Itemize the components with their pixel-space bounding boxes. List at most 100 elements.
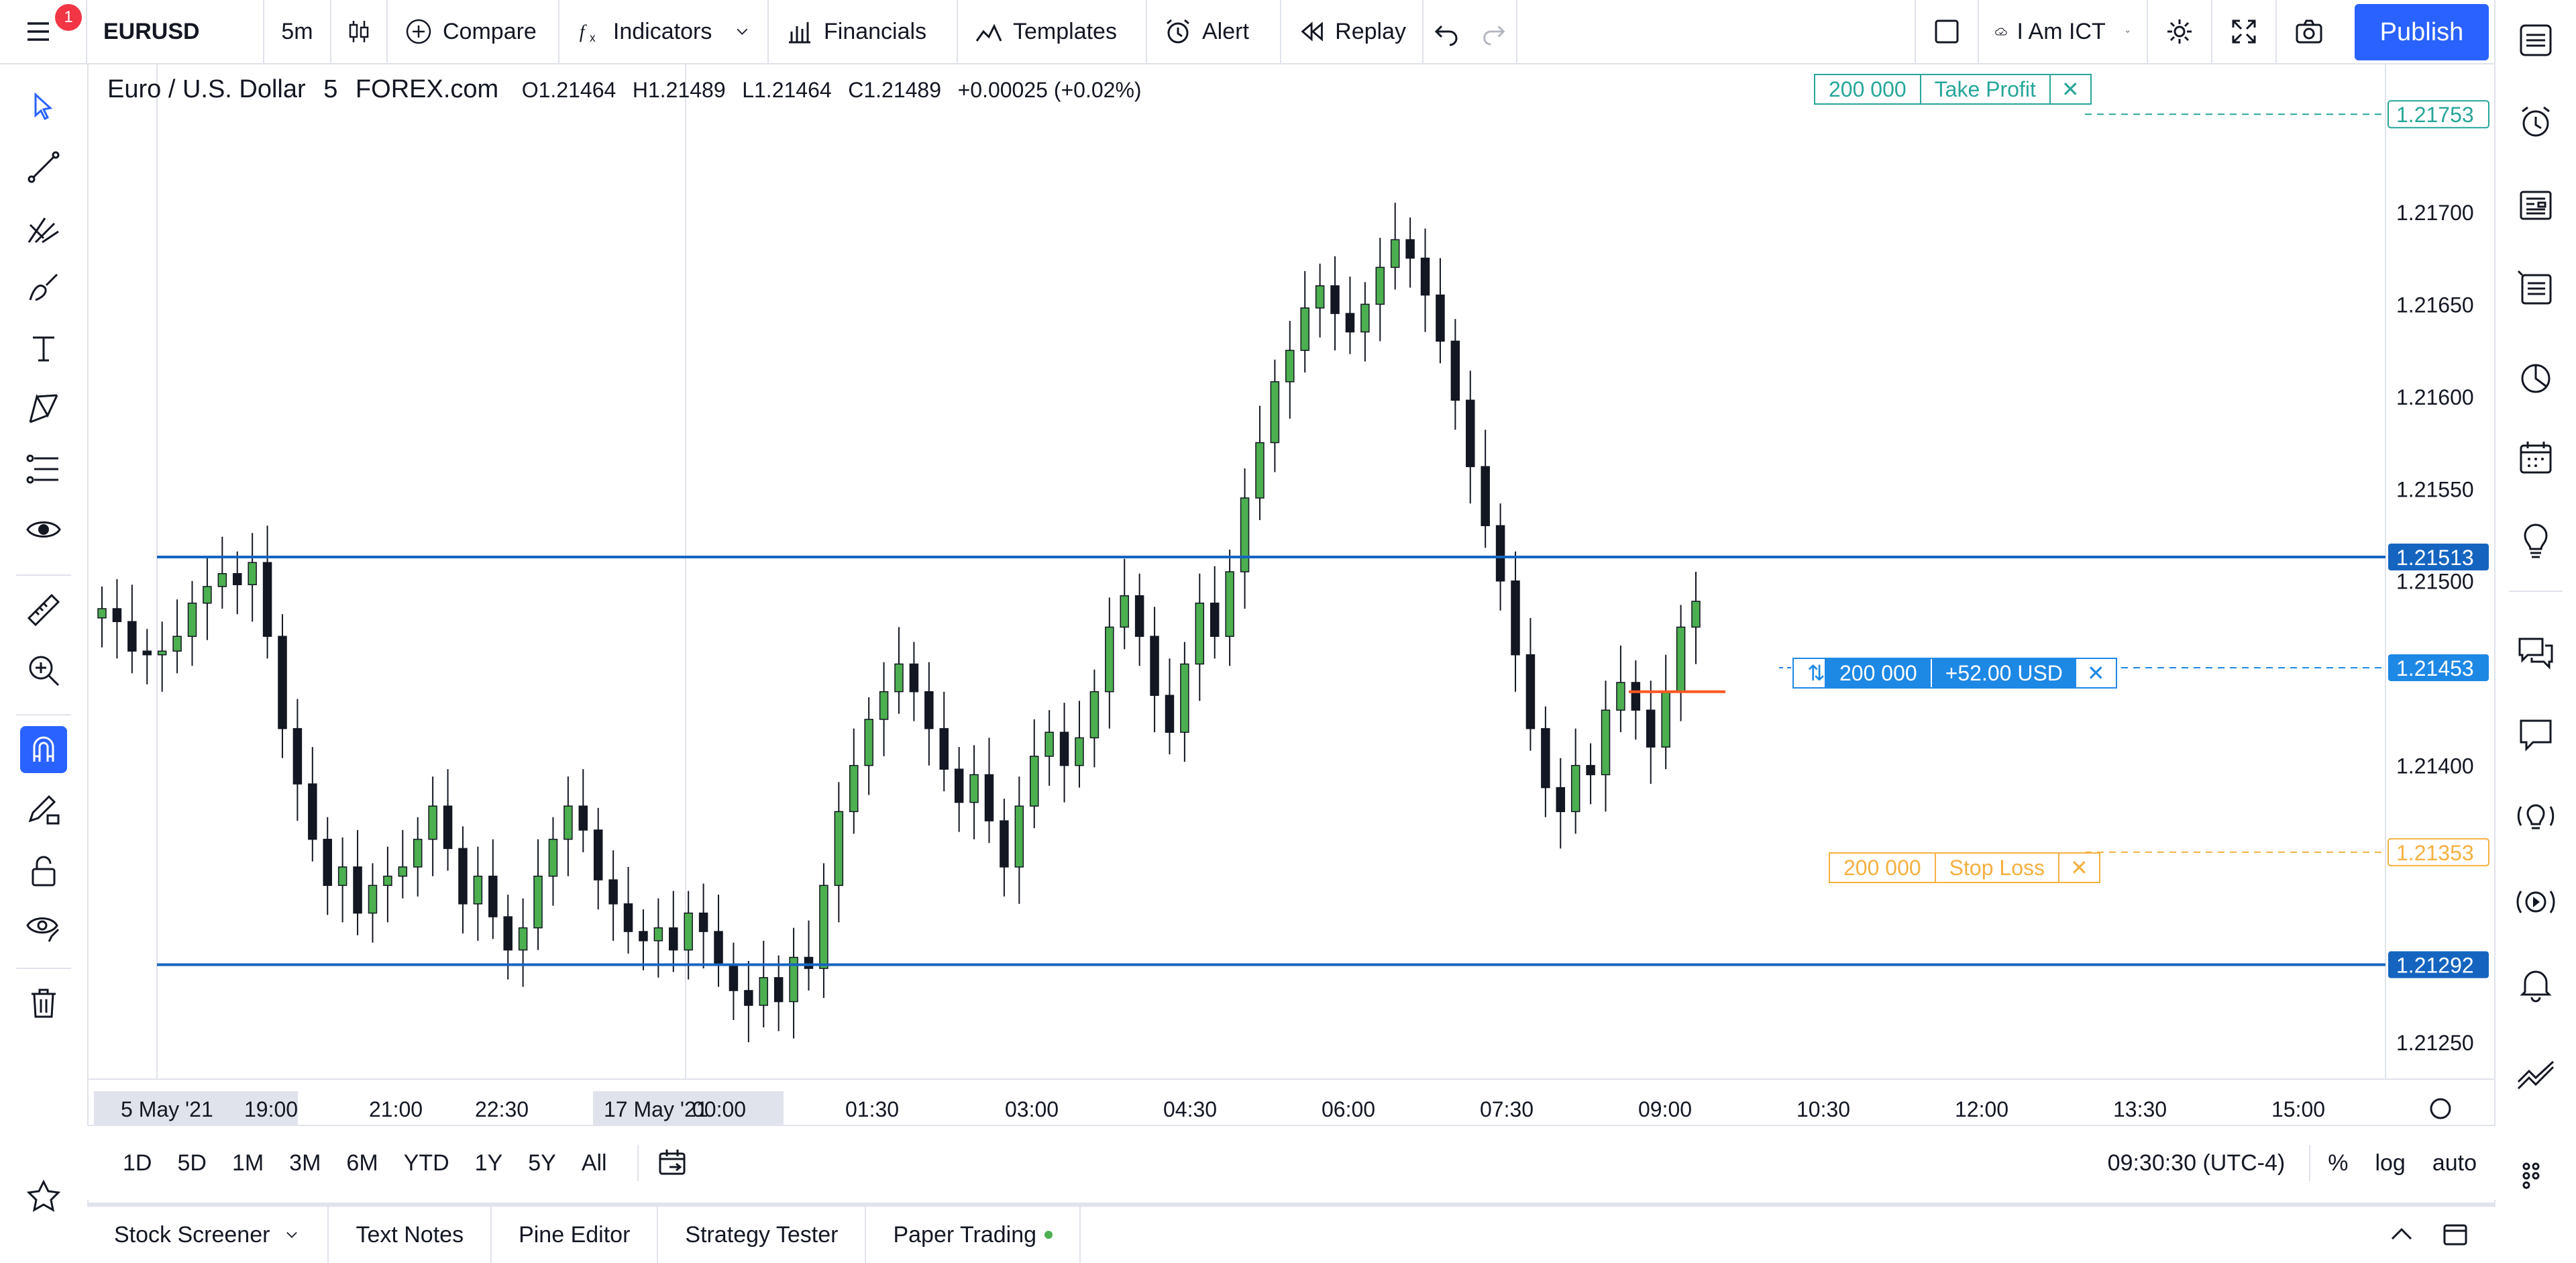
text-tool[interactable] — [20, 325, 67, 372]
tab-text-notes[interactable]: Text Notes — [329, 1207, 492, 1263]
magnet-tool[interactable] — [20, 726, 67, 773]
clock-timezone[interactable]: 09:30:30 (UTC-4) — [2107, 1150, 2286, 1176]
chart-layout-button[interactable] — [2512, 1050, 2560, 1098]
candle-body — [1646, 709, 1656, 748]
notifications-button[interactable] — [2512, 960, 2560, 1008]
lower-level-price-label: 1.21292 — [2396, 954, 2474, 978]
redo-button[interactable] — [1470, 0, 1517, 63]
axis-settings-icon[interactable] — [2430, 1098, 2451, 1119]
maximize-panel-button[interactable] — [2428, 1207, 2482, 1263]
range-5y[interactable]: 5Y — [528, 1150, 556, 1176]
candle-body — [97, 608, 107, 619]
fib-tool[interactable] — [20, 204, 67, 251]
auto-scale-toggle[interactable]: auto — [2432, 1150, 2477, 1176]
alert-button[interactable]: Alert — [1147, 0, 1281, 63]
chart-type-button[interactable] — [331, 0, 388, 63]
range-6m[interactable]: 6M — [346, 1150, 378, 1176]
zoom-tool[interactable] — [20, 647, 67, 694]
symbol-search-button[interactable]: EURUSD — [87, 0, 264, 63]
candle-body — [1014, 805, 1024, 868]
ideas-stream-button[interactable] — [2512, 793, 2560, 842]
log-scale-toggle[interactable]: log — [2375, 1150, 2406, 1176]
lock-drawings-tool[interactable] — [20, 847, 67, 894]
measure-tool[interactable] — [20, 587, 67, 634]
range-all[interactable]: All — [581, 1150, 607, 1176]
candle-body — [1631, 682, 1641, 711]
tab-stock-screener[interactable]: Stock Screener — [87, 1207, 329, 1263]
goto-date-button[interactable] — [652, 1143, 692, 1183]
candle-body — [1240, 497, 1250, 572]
price-chart[interactable]: 1.21700 1.21650 1.21600 1.21550 1.21500 1.214… — [89, 64, 2496, 1125]
collapse-panel-button[interactable] — [2375, 1207, 2428, 1263]
financials-button[interactable]: Financials — [769, 0, 958, 63]
toolbar-divider — [16, 968, 71, 969]
close-icon[interactable]: ✕ — [2070, 856, 2088, 880]
templates-button[interactable]: Templates — [958, 0, 1147, 63]
pattern-tool[interactable] — [20, 385, 67, 432]
take-profit-order[interactable]: 200 000 Take Profit ✕ — [1814, 74, 2092, 105]
date-highlight — [94, 1091, 298, 1125]
alerts-button[interactable] — [2512, 98, 2560, 146]
stop-loss-order[interactable]: 200 000 Stop Loss ✕ — [1829, 852, 2100, 883]
news-button[interactable] — [2512, 181, 2560, 230]
range-5d[interactable]: 5D — [177, 1150, 207, 1176]
legend-low: L1.21464 — [742, 78, 832, 102]
more-widgets-button[interactable] — [2512, 1152, 2560, 1200]
stay-in-drawing-mode-tool[interactable] — [20, 787, 67, 833]
calendar-button[interactable] — [2512, 434, 2560, 482]
snapshot-button[interactable] — [2277, 0, 2341, 63]
tab-strategy-tester[interactable]: Strategy Tester — [658, 1207, 867, 1263]
position-quantity-pnl[interactable]: ⇅ — [1792, 658, 1840, 689]
range-ytd[interactable]: YTD — [403, 1150, 449, 1176]
calendar-goto-icon — [659, 1150, 686, 1175]
candle-body — [1255, 442, 1265, 499]
symbol-title[interactable]: Euro / U.S. Dollar — [107, 75, 306, 103]
favorites-tool[interactable] — [20, 1173, 67, 1220]
interval-button[interactable]: 5m — [264, 0, 331, 63]
take-profit-label: Take Profit — [1921, 75, 2051, 103]
remove-drawings-tool[interactable] — [20, 980, 67, 1027]
candle-body — [1044, 731, 1054, 757]
hide-drawings-tool[interactable] — [20, 506, 67, 553]
range-1d[interactable]: 1D — [123, 1150, 152, 1176]
layout-menu-button[interactable]: I Am ICT — [1979, 0, 2148, 63]
hotlists-button[interactable] — [2512, 354, 2560, 403]
public-chats-button[interactable] — [2512, 628, 2560, 676]
data-window-button[interactable] — [2512, 264, 2560, 313]
candle-body — [383, 875, 392, 887]
streams-button[interactable] — [2512, 878, 2560, 926]
prediction-tool[interactable] — [20, 446, 67, 493]
range-1m[interactable]: 1M — [231, 1150, 264, 1176]
price-axis-tick: 1.21250 — [2396, 1031, 2474, 1055]
position-order-body[interactable]: 200 000 +52.00 USD ✕ — [1825, 658, 2117, 689]
range-1y[interactable]: 1Y — [474, 1150, 503, 1176]
chat-bubbles-icon — [2518, 638, 2553, 670]
candle-body — [684, 912, 693, 951]
replay-button[interactable]: Replay — [1281, 0, 1424, 63]
range-3m[interactable]: 3M — [289, 1150, 321, 1176]
reverse-position-icon[interactable]: ⇅ — [1807, 661, 1825, 685]
trend-line-tool[interactable] — [20, 144, 67, 191]
fullscreen-button[interactable] — [2212, 0, 2277, 63]
close-icon[interactable]: ✕ — [2061, 77, 2080, 101]
cursor-tool[interactable] — [20, 83, 67, 130]
private-chats-button[interactable] — [2512, 710, 2560, 758]
tab-paper-trading[interactable]: Paper Trading — [866, 1207, 1081, 1263]
candle-body — [323, 838, 332, 887]
compare-button[interactable]: Compare — [388, 0, 559, 63]
undo-button[interactable] — [1424, 0, 1470, 63]
publish-button[interactable]: Publish — [2355, 4, 2489, 60]
candle-body — [1556, 787, 1566, 813]
main-menu-button[interactable]: 1 — [0, 0, 87, 63]
percent-scale-toggle[interactable]: % — [2328, 1150, 2349, 1176]
ideas-button[interactable] — [2512, 518, 2560, 566]
close-icon[interactable]: ✕ — [2086, 661, 2105, 685]
settings-button[interactable] — [2148, 0, 2212, 63]
candle-body — [248, 562, 257, 585]
hide-all-tool[interactable] — [20, 903, 67, 950]
tab-pine-editor[interactable]: Pine Editor — [492, 1207, 659, 1263]
layout-setup-button[interactable] — [1915, 0, 1979, 63]
brush-tool[interactable] — [20, 264, 67, 311]
watchlist-button[interactable] — [2512, 16, 2560, 64]
